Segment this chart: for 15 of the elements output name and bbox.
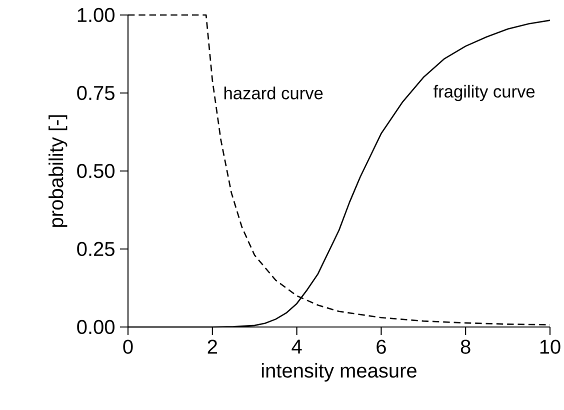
x-tick-label: 4 [292,340,302,354]
y-tick-label: 0.25 [77,242,114,256]
y-tick-label: 0.50 [77,164,114,178]
y-axis-title: probability [-] [48,115,68,227]
x-tick-label: 6 [376,340,386,354]
x-tick-label: 0 [123,340,133,354]
x-axis-title: intensity measure [262,363,416,382]
y-tick-label: 0.75 [77,86,114,100]
x-tick-label: 8 [460,340,470,354]
y-tick-label: 1.00 [78,8,114,22]
x-tick-label: 2 [208,340,217,354]
x-tick-label: 10 [540,340,560,354]
y-tick-label: 0.00 [77,320,114,334]
annotation: fragility curve [434,84,535,102]
annotation: hazard curve [224,86,323,100]
